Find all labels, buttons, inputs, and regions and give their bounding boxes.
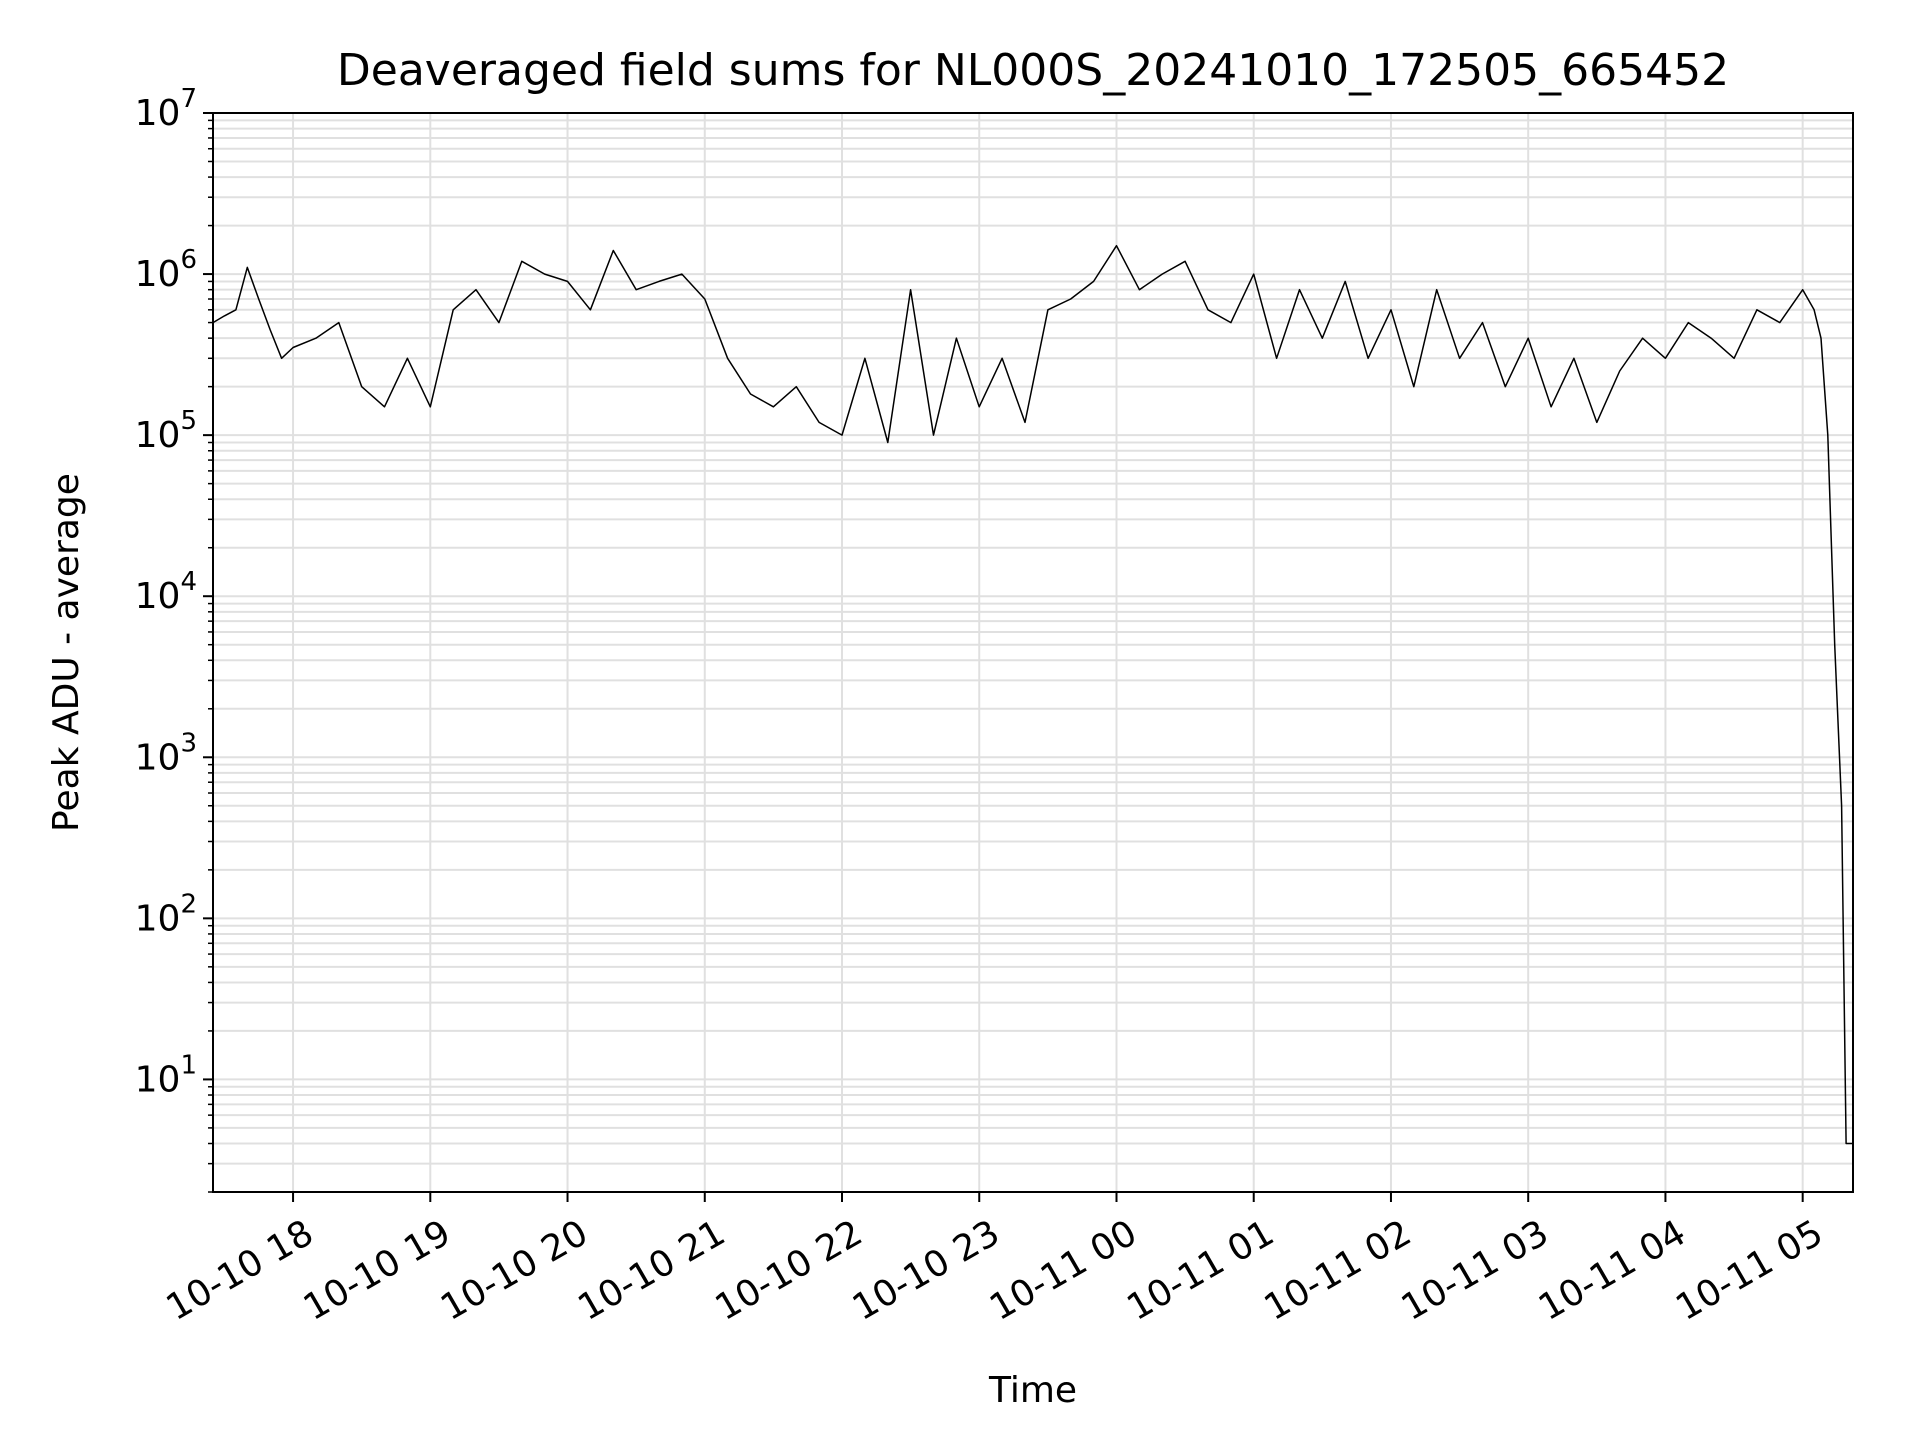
y-tick-label: 101 <box>135 1050 197 1100</box>
series-group <box>212 244 1853 1145</box>
y-tick-base: 10 <box>135 415 181 456</box>
y-tick-label: 105 <box>135 406 197 456</box>
y-tick-base: 10 <box>135 1059 181 1100</box>
x-axis-label: Time <box>988 1370 1077 1411</box>
y-tick-label: 107 <box>135 84 197 134</box>
y-tick-base: 10 <box>135 254 181 295</box>
y-tick-base: 10 <box>135 737 181 778</box>
y-tick-exponent: 2 <box>180 889 197 919</box>
y-tick-base: 10 <box>135 898 181 939</box>
chart-title: Deaveraged field sums for NL000S_2024101… <box>337 45 1729 96</box>
y-axis-label: Peak ADU - average <box>46 473 87 832</box>
y-tick-exponent: 7 <box>180 84 197 114</box>
y-tick-base: 10 <box>135 93 181 134</box>
y-tick-exponent: 3 <box>180 728 197 758</box>
y-tick-exponent: 5 <box>180 406 197 436</box>
y-tick-exponent: 1 <box>180 1050 197 1080</box>
y-tick-label: 106 <box>135 245 197 295</box>
plot-area-frame <box>212 112 1854 1193</box>
y-tick-exponent: 6 <box>180 245 197 275</box>
series-line-0 <box>212 244 1853 1145</box>
y-tick-exponent: 4 <box>180 567 197 597</box>
y-tick-label: 103 <box>135 728 197 778</box>
grid <box>213 113 1853 1193</box>
y-tick-label: 104 <box>135 567 197 617</box>
y-tick-label: 102 <box>135 889 197 939</box>
y-tick-base: 10 <box>135 576 181 617</box>
